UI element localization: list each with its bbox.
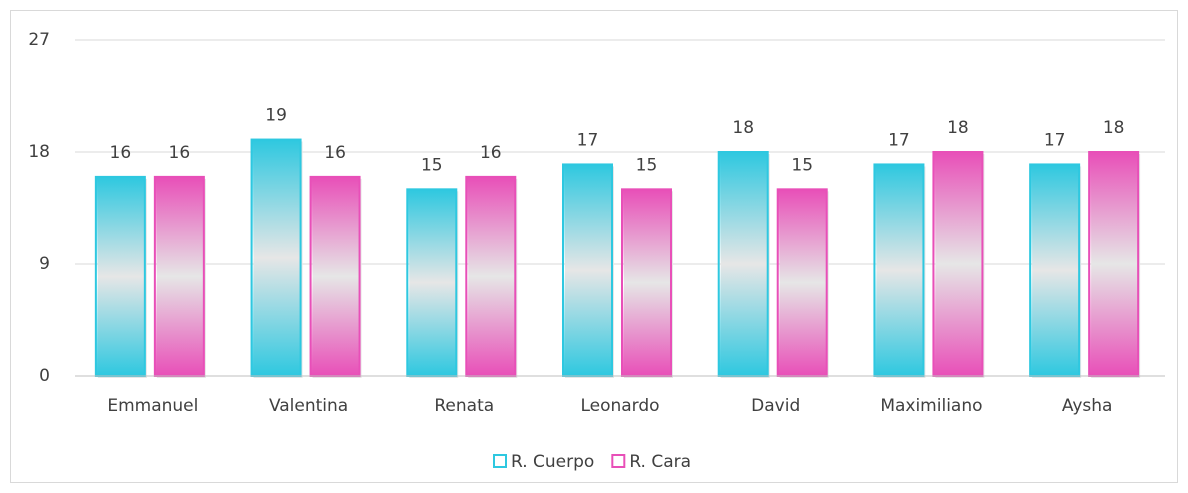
bar xyxy=(465,175,517,377)
data-label: 16 xyxy=(324,143,346,163)
bar xyxy=(776,188,828,377)
data-label: 17 xyxy=(888,130,910,150)
x-tick-label: Emmanuel xyxy=(107,396,198,416)
legend-label: R. Cuerpo xyxy=(511,452,594,472)
y-tick-label: 0 xyxy=(39,366,50,386)
data-label: 18 xyxy=(1103,118,1125,138)
data-label: 15 xyxy=(636,155,658,175)
bar xyxy=(153,175,205,377)
data-label: 17 xyxy=(577,130,599,150)
data-label: 18 xyxy=(947,118,969,138)
x-tick-label: Maximiliano xyxy=(880,396,982,416)
x-tick-label: David xyxy=(751,396,800,416)
bar xyxy=(717,151,769,377)
y-tick-label: 9 xyxy=(39,254,50,274)
bar xyxy=(873,163,925,377)
x-tick-label: Renata xyxy=(434,396,494,416)
bar xyxy=(309,175,361,377)
x-tick-label: Valentina xyxy=(269,396,348,416)
bar xyxy=(1088,151,1140,377)
data-label: 15 xyxy=(791,155,813,175)
legend-marker xyxy=(493,454,507,468)
x-tick-label: Aysha xyxy=(1062,396,1113,416)
bar xyxy=(932,151,984,377)
data-label: 15 xyxy=(421,155,443,175)
data-label: 16 xyxy=(169,143,191,163)
y-tick-label: 18 xyxy=(28,142,50,162)
legend-label: R. Cara xyxy=(629,452,691,472)
bar xyxy=(250,138,302,377)
bar xyxy=(94,175,146,377)
bar xyxy=(1029,163,1081,377)
y-tick-label: 27 xyxy=(28,30,50,50)
x-tick-label: Leonardo xyxy=(580,396,659,416)
bar xyxy=(562,163,613,377)
data-label: 16 xyxy=(110,143,132,163)
bar xyxy=(621,188,672,377)
bar xyxy=(406,188,458,377)
data-label: 18 xyxy=(732,118,754,138)
legend-marker xyxy=(611,454,626,468)
data-label: 17 xyxy=(1044,130,1066,150)
data-label: 16 xyxy=(480,143,502,163)
data-label: 19 xyxy=(265,106,287,126)
